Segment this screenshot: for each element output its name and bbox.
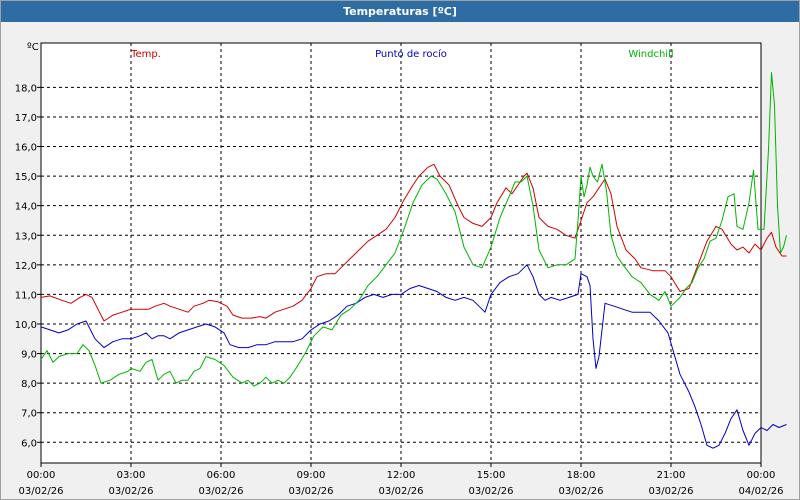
series-line-1	[40, 264, 787, 449]
x-tick-date: 03/02/26	[379, 486, 424, 497]
legend: Temp. Punto de rocío Windchill	[130, 48, 674, 60]
y-tick-label: 16,0	[15, 143, 37, 154]
x-tick-date: 04/02/26	[739, 486, 784, 497]
grid	[37, 43, 762, 467]
y-tick-label: 9,0	[21, 350, 37, 361]
x-tick-time: 09:00	[297, 470, 326, 481]
x-tick-date: 03/02/26	[109, 486, 154, 497]
y-tick-label: 17,0	[15, 113, 37, 124]
x-tick-date: 03/02/26	[469, 486, 514, 497]
x-tick-date: 03/02/26	[559, 486, 604, 497]
y-axis-unit: ºC	[27, 42, 39, 53]
series-line-0	[40, 163, 787, 322]
legend-label-0: Temp.	[130, 49, 161, 60]
legend-label-1: Punto de rocío	[375, 48, 447, 60]
y-tick-label: 12,0	[15, 261, 37, 272]
y-tick-label: 13,0	[15, 231, 37, 242]
x-tick-time: 00:00	[27, 470, 56, 481]
x-tick-date: 03/02/26	[649, 486, 694, 497]
y-tick-label: 10,0	[15, 320, 37, 331]
legend-label-2: Windchill	[628, 49, 673, 60]
temperature-chart: 6,0 7,0 8,0 9,0 10,0 11,0 12,0 13,0 14,0 15,0 16,0…	[15, 42, 787, 497]
x-axis-labels: 00:00 03/02/26 03:00 03/02/26 06:00 03/02/26 0…	[19, 470, 784, 497]
x-tick-time: 15:00	[477, 470, 506, 481]
x-tick-time: 21:00	[657, 470, 686, 481]
chart-title: Temperaturas [ºC]	[1, 1, 799, 22]
x-tick-time: 18:00	[567, 470, 596, 481]
x-tick-time: 03:00	[117, 470, 146, 481]
y-tick-label: 7,0	[21, 409, 37, 420]
y-tick-label: 8,0	[21, 379, 37, 390]
x-tick-time: 00:00	[747, 470, 776, 481]
y-tick-label: 6,0	[21, 438, 37, 449]
x-tick-date: 03/02/26	[289, 486, 334, 497]
y-tick-label: 18,0	[15, 83, 37, 94]
y-axis-labels: 6,0 7,0 8,0 9,0 10,0 11,0 12,0 13,0 14,0 15,0 16,0…	[15, 83, 37, 449]
series-lines	[40, 72, 787, 449]
y-tick-label: 14,0	[15, 202, 37, 213]
x-tick-date: 03/02/26	[19, 486, 64, 497]
series-line-2	[40, 72, 787, 387]
x-tick-time: 12:00	[387, 470, 416, 481]
y-tick-label: 11,0	[15, 290, 37, 301]
y-tick-label: 15,0	[15, 172, 37, 183]
x-tick-date: 03/02/26	[199, 486, 244, 497]
x-tick-time: 06:00	[207, 470, 236, 481]
